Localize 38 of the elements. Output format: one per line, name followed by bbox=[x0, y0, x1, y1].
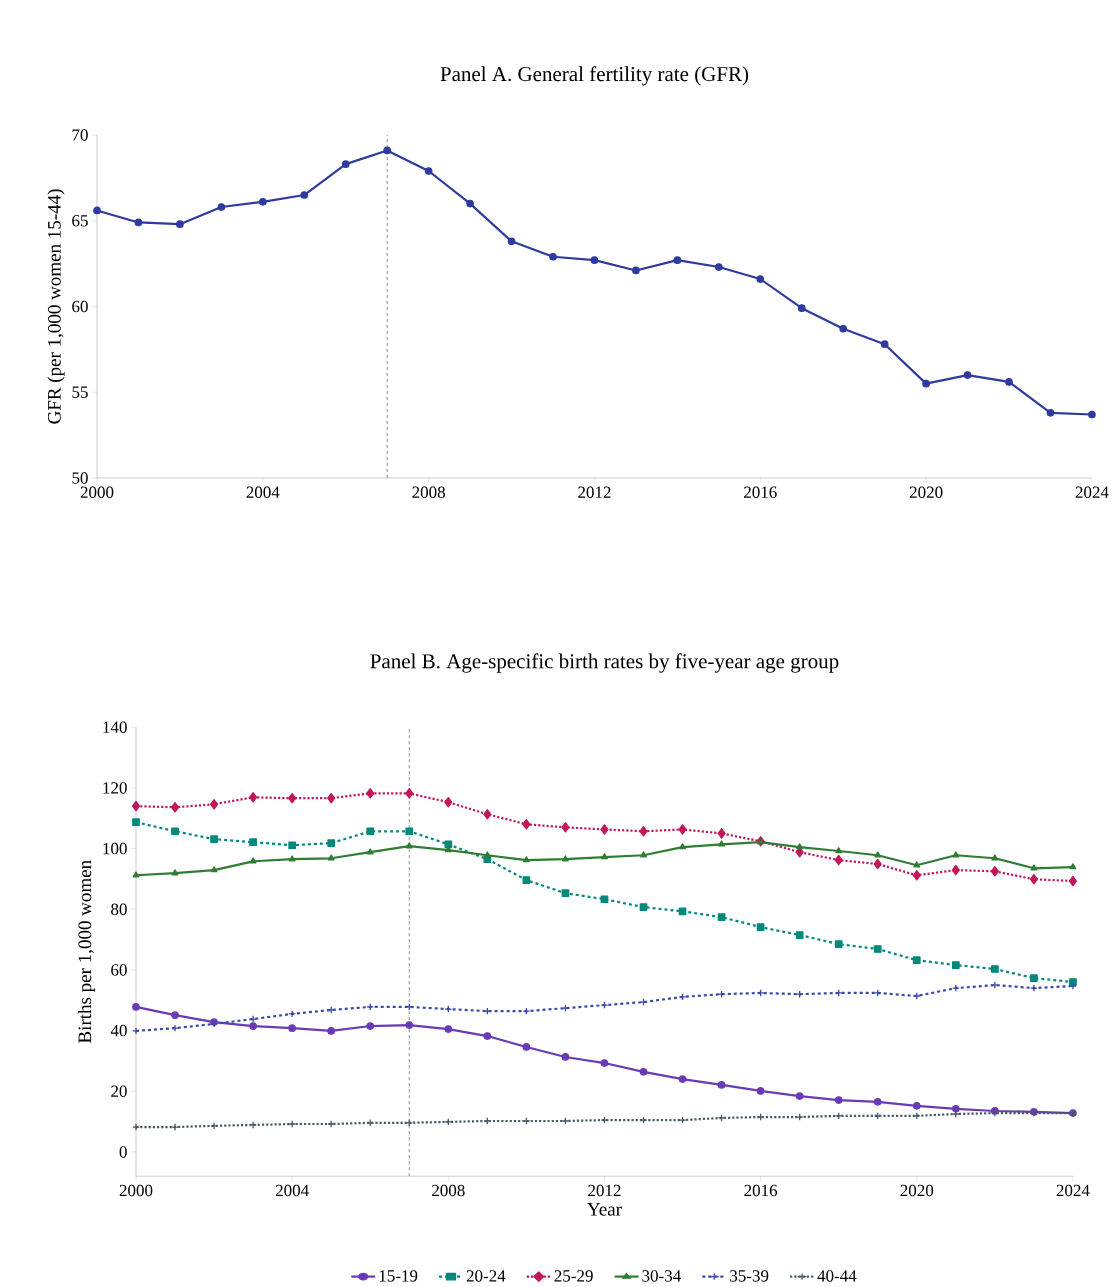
y-tick-label: 55 bbox=[72, 386, 88, 398]
chart-title: Panel A. General fertility rate (GFR) bbox=[440, 66, 749, 86]
x-tick-label: 2024 bbox=[1075, 486, 1109, 498]
x-tick-label: 2016 bbox=[744, 486, 777, 498]
y-tick-label: 70 bbox=[72, 129, 88, 141]
x-tick-label: 2020 bbox=[900, 1184, 934, 1197]
legend-label: 40-44 bbox=[817, 1270, 857, 1282]
legend-label: 35-39 bbox=[730, 1270, 769, 1282]
x-tick-label: 2008 bbox=[432, 1184, 465, 1197]
y-tick-label: 60 bbox=[72, 300, 88, 313]
legend-label: 30-34 bbox=[642, 1270, 681, 1282]
y-tick-label: 140 bbox=[103, 721, 127, 733]
y-tick-label: 0 bbox=[119, 1146, 127, 1158]
y-tick-label: 120 bbox=[103, 782, 127, 794]
y-tick-label: 60 bbox=[111, 964, 127, 976]
y-tick-label: 65 bbox=[72, 215, 88, 227]
x-tick-label: 2004 bbox=[246, 486, 280, 498]
y-axis-title: Births per 1,000 women bbox=[77, 860, 96, 1043]
x-tick-label: 2008 bbox=[412, 486, 446, 498]
y-tick-label: 80 bbox=[111, 903, 127, 915]
y-axis-title: GFR (per 1,000 women 15-44) bbox=[47, 189, 65, 424]
x-tick-label: 2016 bbox=[744, 1184, 778, 1197]
x-tick-label: 2000 bbox=[80, 486, 114, 498]
legend-label: 15-19 bbox=[379, 1270, 418, 1282]
x-tick-label: 2020 bbox=[909, 486, 943, 498]
y-tick-label: 100 bbox=[103, 842, 127, 855]
x-tick-label: 2012 bbox=[588, 1184, 621, 1197]
y-tick-label: 50 bbox=[72, 472, 88, 484]
x-tick-label: 2012 bbox=[578, 486, 611, 498]
x-tick-label: 2000 bbox=[119, 1184, 153, 1197]
x-tick-label: 2024 bbox=[1056, 1184, 1090, 1197]
x-axis-title: Year bbox=[587, 1203, 622, 1216]
x-tick-label: 2004 bbox=[275, 1184, 309, 1197]
legend-label: 25-29 bbox=[554, 1270, 593, 1282]
y-tick-label: 20 bbox=[111, 1085, 127, 1097]
legend-label: 20-24 bbox=[466, 1270, 506, 1282]
chart-title: Panel B. Age-specific birth rates by five-year age group bbox=[370, 653, 839, 673]
y-tick-label: 40 bbox=[110, 1024, 127, 1037]
